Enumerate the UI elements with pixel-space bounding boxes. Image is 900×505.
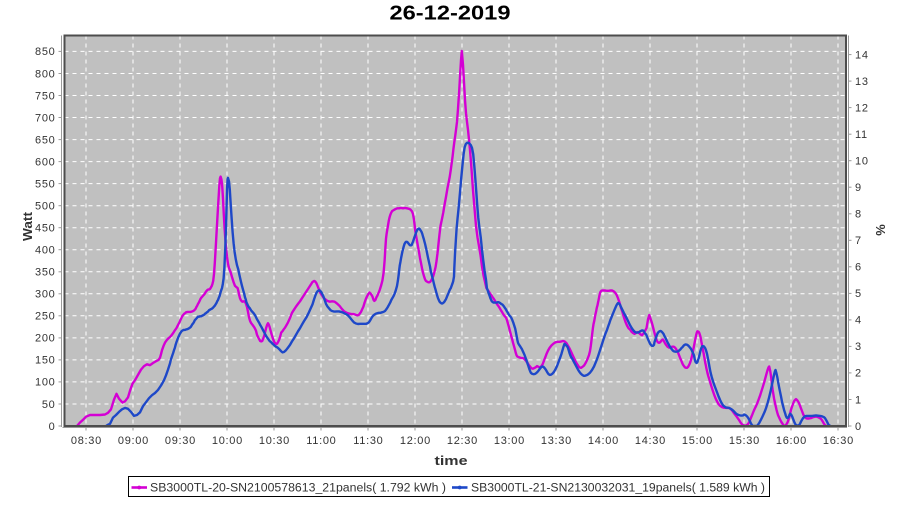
svg-text:3: 3 [855, 341, 862, 353]
svg-text:SB3000TL-20-SN2100578613_21pan: SB3000TL-20-SN2100578613_21panels( 1.792… [150, 483, 446, 495]
svg-text:14:30: 14:30 [635, 435, 666, 447]
svg-text:7: 7 [855, 235, 862, 247]
svg-text:15:30: 15:30 [729, 435, 760, 447]
svg-text:13:00: 13:00 [494, 435, 525, 447]
svg-text:100: 100 [35, 377, 55, 389]
svg-text:600: 600 [35, 156, 55, 168]
svg-text:0: 0 [855, 421, 862, 433]
svg-text:500: 500 [35, 201, 55, 213]
svg-text:4: 4 [855, 315, 862, 327]
svg-text:26-12-2019: 26-12-2019 [390, 3, 511, 25]
svg-text:350: 350 [35, 267, 55, 279]
svg-text:0: 0 [49, 421, 56, 433]
svg-text:8: 8 [855, 209, 862, 221]
svg-text:250: 250 [35, 311, 55, 323]
svg-text:2: 2 [855, 368, 862, 380]
svg-text:11:30: 11:30 [353, 435, 383, 447]
svg-text:650: 650 [35, 134, 55, 146]
svg-text:400: 400 [35, 245, 55, 257]
svg-text:time: time [435, 453, 468, 468]
svg-text:550: 550 [35, 178, 55, 190]
svg-text:14: 14 [855, 49, 869, 61]
svg-text:11: 11 [855, 129, 868, 141]
svg-text:850: 850 [35, 46, 55, 58]
svg-text:10:00: 10:00 [212, 435, 243, 447]
svg-text:10:30: 10:30 [259, 435, 290, 447]
svg-text:09:30: 09:30 [165, 435, 196, 447]
svg-text:6: 6 [855, 262, 862, 274]
svg-text:300: 300 [35, 289, 55, 301]
svg-text:Watt: Watt [20, 211, 35, 241]
svg-text:12:00: 12:00 [400, 435, 431, 447]
svg-text:11:00: 11:00 [306, 435, 336, 447]
svg-text:50: 50 [42, 399, 56, 411]
svg-text:13: 13 [855, 76, 869, 88]
svg-text:12: 12 [855, 102, 869, 114]
svg-text:150: 150 [35, 355, 55, 367]
svg-text:750: 750 [35, 90, 55, 102]
svg-text:16:00: 16:00 [776, 435, 807, 447]
svg-text:1: 1 [855, 394, 862, 406]
svg-text:10: 10 [855, 156, 869, 168]
svg-text:08:30: 08:30 [71, 435, 102, 447]
svg-text:%: % [873, 224, 888, 236]
svg-text:16:30: 16:30 [823, 435, 854, 447]
svg-text:9: 9 [855, 182, 862, 194]
svg-text:5: 5 [855, 288, 862, 300]
svg-text:09:00: 09:00 [118, 435, 149, 447]
svg-text:15:00: 15:00 [682, 435, 713, 447]
svg-text:200: 200 [35, 333, 55, 345]
svg-text:800: 800 [35, 68, 55, 80]
svg-text:13:30: 13:30 [541, 435, 572, 447]
svg-text:700: 700 [35, 112, 55, 124]
svg-text:14:00: 14:00 [588, 435, 619, 447]
svg-text:450: 450 [35, 223, 55, 235]
svg-text:12:30: 12:30 [447, 435, 478, 447]
svg-text:SB3000TL-21-SN2130032031_19pan: SB3000TL-21-SN2130032031_19panels( 1.589… [471, 483, 765, 495]
